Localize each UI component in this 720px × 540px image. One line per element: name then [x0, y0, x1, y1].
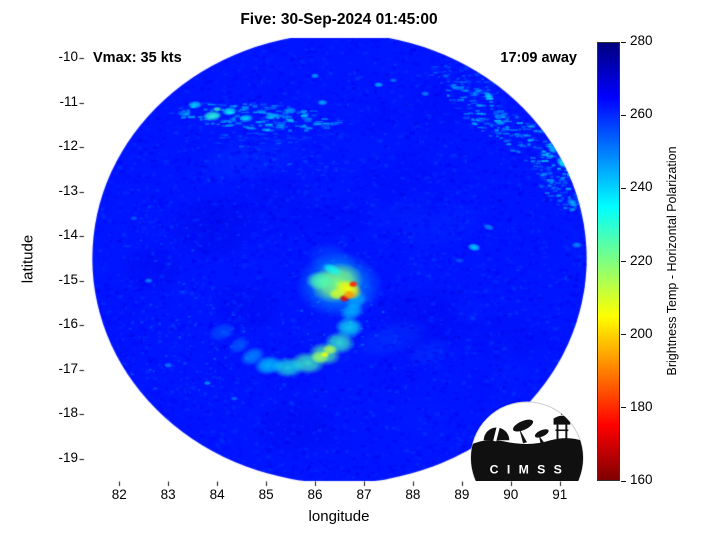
y-tick-label: -12 — [58, 138, 78, 154]
colorbar-tick-label: 180 — [630, 398, 653, 414]
radio-dish-small-icon — [534, 429, 549, 438]
x-axis-label: longitude — [308, 508, 370, 525]
y-tick-label: -16 — [58, 316, 78, 332]
water-tower-tank — [553, 415, 571, 425]
colorbar-tick-label: 160 — [630, 472, 653, 487]
x-tick-label: 89 — [454, 487, 470, 502]
colorbar-tick-mark — [621, 334, 626, 336]
colorbar-tick-mark — [621, 41, 626, 43]
colorbar-tick-mark — [621, 480, 626, 482]
colorbar-tick-label: 260 — [630, 106, 653, 122]
colorbar-tick-mark — [621, 407, 626, 409]
x-tick-label: 91 — [552, 487, 568, 502]
x-tick-label: 84 — [209, 487, 225, 502]
x-tick-label: 83 — [160, 487, 176, 502]
y-tick-label: -11 — [59, 93, 78, 109]
x-tick-label: 87 — [356, 487, 372, 502]
dome-slit — [493, 426, 500, 442]
water-tower-brace — [555, 429, 569, 432]
y-tick-label: -13 — [58, 182, 78, 198]
radio-dish-small-mount — [538, 435, 545, 445]
colorbar-tick-label: 240 — [630, 179, 653, 195]
x-tick-label: 85 — [258, 487, 274, 502]
y-tick-label: -10 — [58, 49, 78, 65]
plot-title: Five: 30-Sep-2024 01:45:00 — [240, 11, 438, 28]
water-tower-leg — [565, 424, 568, 442]
x-tick-label: 82 — [111, 487, 127, 502]
y-axis-label: latitude — [19, 234, 37, 284]
x-tick-label: 88 — [405, 487, 421, 502]
cimss-logo: C I M S S — [468, 399, 590, 481]
y-tick-label: -19 — [58, 449, 78, 465]
colorbar — [597, 42, 620, 481]
colorbar-label: Brightness Temp - Horizontal Polarizatio… — [665, 146, 679, 376]
y-tick-label: -14 — [58, 227, 78, 243]
colorbar-tick-mark — [621, 261, 626, 262]
x-tick-label: 86 — [307, 487, 323, 502]
vmax-annotation: Vmax: 35 kts — [93, 50, 182, 66]
colorbar-tick-label: 200 — [630, 325, 653, 341]
cimss-logo-text: C I M S S — [490, 463, 565, 477]
y-tick-label: -15 — [58, 271, 78, 287]
colorbar-tick-label: 280 — [630, 33, 653, 48]
water-tower-leg — [556, 424, 559, 442]
logo-ground-silhouette — [470, 438, 584, 481]
colorbar-tick-mark — [621, 114, 626, 116]
cimss-logo-graphic: C I M S S — [470, 401, 584, 481]
radio-dish-mount — [519, 428, 527, 444]
x-tick-label: 90 — [503, 487, 519, 502]
colorbar-tick-label: 220 — [630, 252, 653, 268]
time-away-annotation: 17:09 away — [500, 50, 577, 66]
radio-dish-icon — [513, 419, 534, 432]
y-tick-label: -18 — [58, 405, 78, 421]
colorbar-tick-mark — [621, 187, 626, 189]
y-tick-label: -17 — [58, 360, 78, 376]
